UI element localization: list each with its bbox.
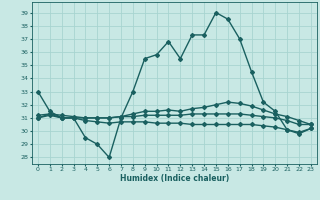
X-axis label: Humidex (Indice chaleur): Humidex (Indice chaleur): [120, 174, 229, 183]
